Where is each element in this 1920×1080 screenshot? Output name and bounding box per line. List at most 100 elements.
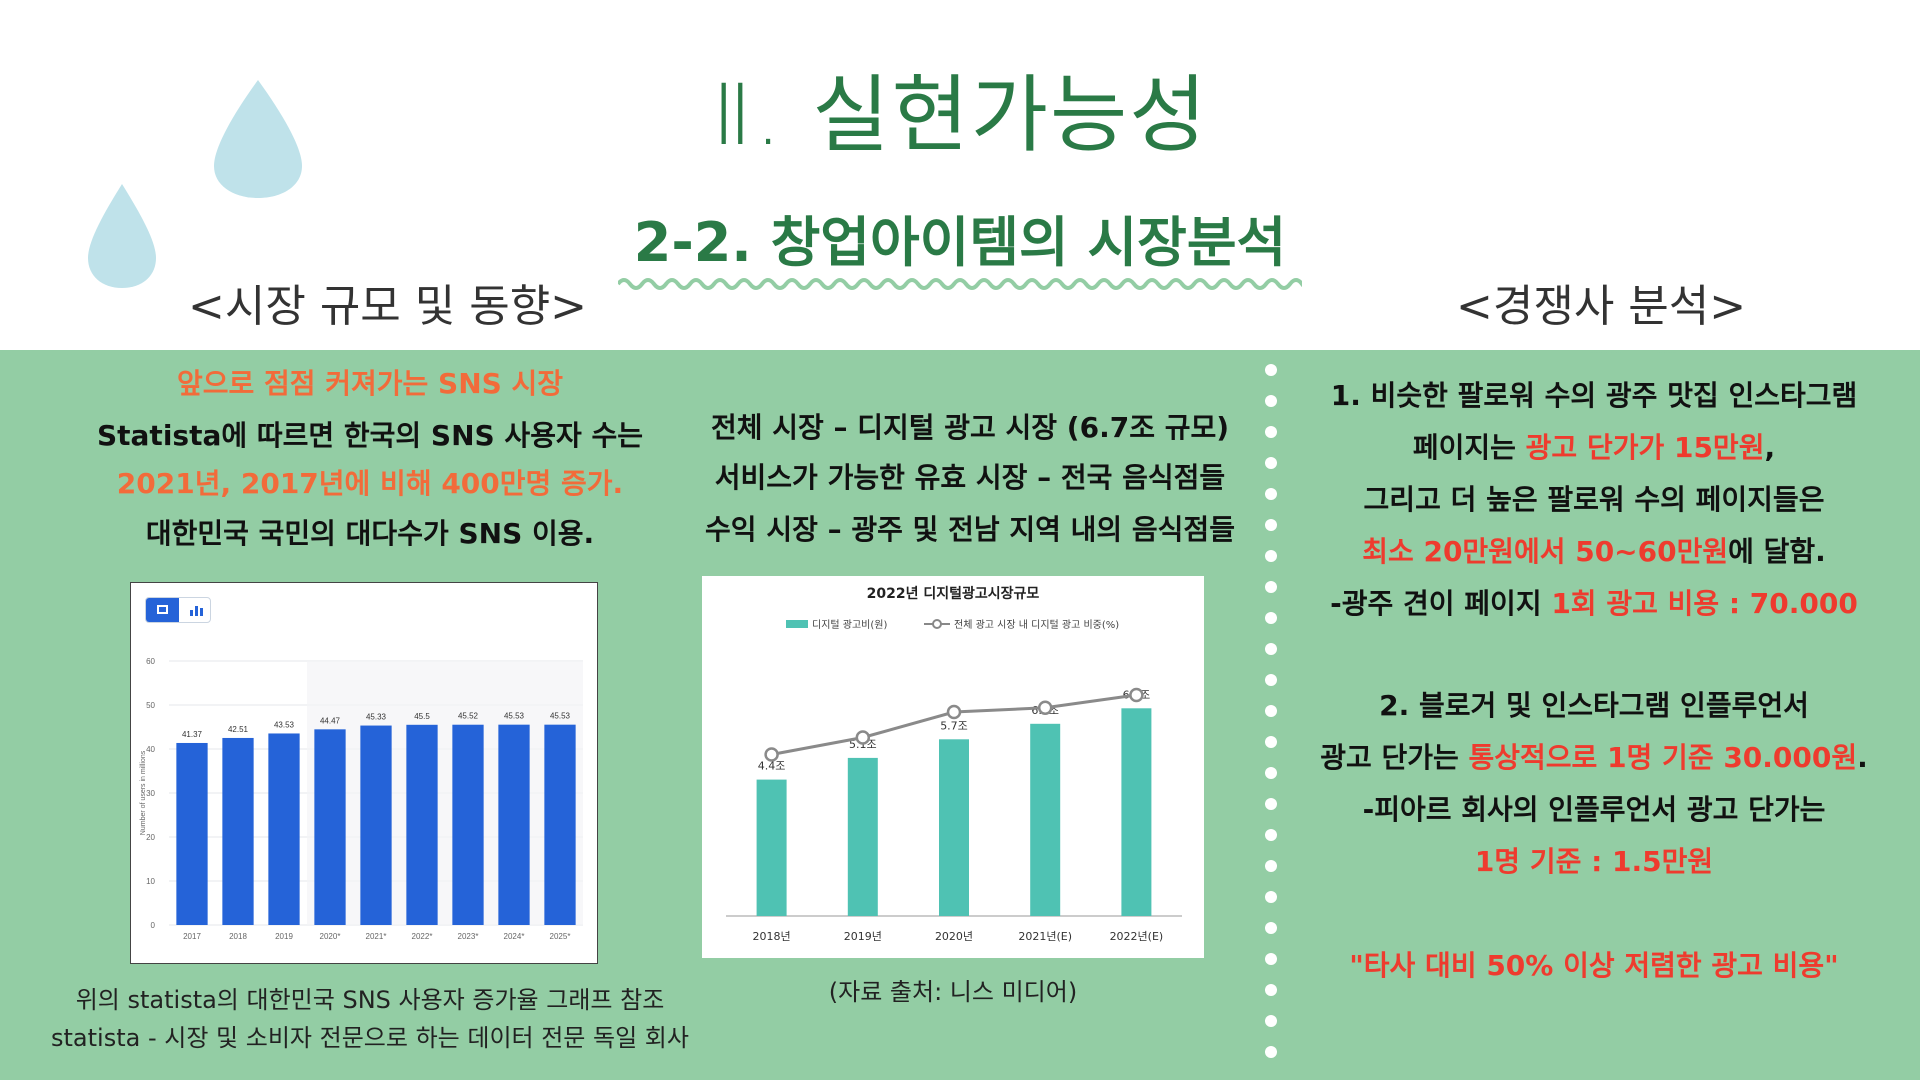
ad-price-range: 최소 20만원에서 50~60만원 bbox=[1362, 535, 1729, 568]
y-tick-label: 60 bbox=[146, 657, 155, 666]
y-tick-label: 40 bbox=[146, 745, 155, 754]
ad-spend-bar bbox=[847, 757, 878, 916]
digital-share-point bbox=[764, 747, 779, 762]
dotted-divider bbox=[1265, 364, 1277, 1058]
x-tick-label: 2024* bbox=[504, 932, 525, 941]
line-value-label: 49 bbox=[1038, 680, 1052, 693]
right-p1-line-4: 최소 20만원에서 50~60만원에 달함. bbox=[1284, 526, 1904, 578]
bar-value-label: 45.53 bbox=[550, 712, 571, 721]
squiggle-underline bbox=[618, 278, 1302, 290]
divider-dot bbox=[1265, 736, 1277, 748]
y-axis-label: Number of users in millions bbox=[140, 750, 147, 835]
page-title: Ⅱ. 실현가능성 bbox=[711, 66, 1209, 164]
sns-users-bar bbox=[314, 729, 346, 925]
digital-share-point bbox=[1129, 687, 1144, 703]
bar-chart-icon[interactable] bbox=[179, 598, 212, 622]
right-p2-line-2-a: 광고 단가는 bbox=[1320, 741, 1469, 774]
middle-source: (자료 출처: 니스 미디어) bbox=[828, 978, 1078, 1006]
y-tick-label: 30 bbox=[146, 789, 155, 798]
right-p2-line-3: -피아르 회사의 인플루언서 광고 단가는 bbox=[1362, 793, 1826, 826]
right-p1-line-2-c: , bbox=[1764, 431, 1776, 464]
left-caption-1: 위의 statista의 대한민국 SNS 사용자 증가율 그래프 참조 bbox=[75, 986, 665, 1014]
ad-spend-bar bbox=[939, 739, 969, 916]
x-tick-label: 2021* bbox=[366, 932, 387, 941]
line-value-label: 38 bbox=[765, 727, 779, 740]
sns-users-bar bbox=[406, 724, 438, 925]
divider-dot bbox=[1265, 612, 1277, 624]
middle-line-3: 수익 시장 – 광주 및 전남 지역 내의 음식점들 bbox=[705, 513, 1235, 546]
x-tick-label: 2022* bbox=[412, 932, 433, 941]
digital-share-point bbox=[1037, 700, 1053, 715]
legend-label: 디지털 광고비(원) bbox=[812, 619, 887, 631]
x-tick-label: 2022년(E) bbox=[1110, 930, 1164, 943]
table-icon[interactable] bbox=[146, 598, 179, 622]
divider-dot bbox=[1265, 1046, 1277, 1058]
x-tick-label: 2017 bbox=[183, 932, 201, 941]
right-p1-line-2: 페이지는 광고 단가가 15만원, bbox=[1284, 422, 1904, 474]
sns-users-chart: 0 10 20 30 40 50 60 Number of users in millions… bbox=[130, 582, 598, 964]
right-p1-line-5-a: -광주 견이 페이지 bbox=[1330, 587, 1552, 620]
ad-spend-bar bbox=[1030, 723, 1061, 916]
divider-dot bbox=[1265, 550, 1277, 562]
divider-dot bbox=[1265, 922, 1277, 934]
sns-users-bar bbox=[222, 737, 254, 925]
divider-dot bbox=[1265, 364, 1277, 376]
influencer-price: 통상적으로 1명 기준 30.000원 bbox=[1468, 741, 1858, 774]
page-subtitle: 2-2. 창업아이템의 시장분석 bbox=[633, 211, 1287, 274]
bar-value-label: 4.4조 bbox=[758, 760, 786, 773]
bar-value-label: 43.53 bbox=[274, 720, 295, 729]
divider-dot bbox=[1265, 674, 1277, 686]
x-tick-label: 2018 bbox=[229, 932, 247, 941]
y-tick-label: 20 bbox=[146, 833, 155, 842]
legend-label: 전체 광고 시장 내 디지털 광고 비중(%) bbox=[954, 619, 1119, 631]
y-tick-label: 10 bbox=[146, 877, 155, 886]
divider-dot bbox=[1265, 426, 1277, 438]
chart-title: 2022년 디지털광고시장규모 bbox=[867, 585, 1040, 602]
sns-users-bar bbox=[176, 742, 208, 925]
right-p1-line-2-a: 페이지는 bbox=[1412, 431, 1526, 464]
divider-dot bbox=[1265, 1015, 1277, 1027]
divider-dot bbox=[1265, 953, 1277, 965]
divider-dot bbox=[1265, 891, 1277, 903]
water-drop-icon bbox=[214, 80, 302, 198]
right-p1-line-3: 그리고 더 높은 팔로워 수의 페이지들은 bbox=[1363, 483, 1825, 516]
right-p1-line-4-b: 에 달함. bbox=[1728, 535, 1826, 568]
competitor-heading: <경쟁사 분석> bbox=[1456, 281, 1747, 332]
x-tick-label: 2025* bbox=[550, 932, 571, 941]
x-tick-label: 2019 bbox=[275, 932, 293, 941]
right-p1-line-1: 1. 비슷한 팔로워 수의 광주 맛집 인스타그램 bbox=[1330, 379, 1858, 412]
tagline: "타사 대비 50% 이상 저렴한 광고 비용" bbox=[1349, 949, 1839, 982]
divider-dot bbox=[1265, 798, 1277, 810]
divider-dot bbox=[1265, 705, 1277, 717]
x-tick-label: 2018년 bbox=[753, 930, 791, 943]
bar-value-label: 45.53 bbox=[504, 712, 525, 721]
left-line-4: 대한민국 국민의 대다수가 SNS 이용. bbox=[145, 517, 595, 550]
left-line-2: Statista에 따르면 한국의 SNS 사용자 수는 bbox=[96, 419, 643, 452]
line-value-label: 48 bbox=[947, 684, 961, 697]
chart-toolbar bbox=[145, 597, 211, 623]
bar-value-label: 42.51 bbox=[228, 725, 249, 734]
y-tick-label: 50 bbox=[146, 701, 155, 710]
ad-price-70000: 1회 광고 비용 : 70.000 bbox=[1551, 587, 1858, 620]
sns-users-chart-plot: 0 10 20 30 40 50 60 Number of users in millions… bbox=[140, 657, 583, 941]
bar-value-label: 5.7조 bbox=[940, 719, 968, 732]
right-p1-line-5: -광주 견이 페이지 1회 광고 비용 : 70.000 bbox=[1284, 578, 1904, 630]
divider-dot bbox=[1265, 829, 1277, 841]
x-tick-label: 2021년(E) bbox=[1018, 930, 1072, 943]
bar-value-label: 41.37 bbox=[182, 730, 203, 739]
divider-dot bbox=[1265, 488, 1277, 500]
water-drop-icon bbox=[88, 184, 156, 288]
sns-users-bar bbox=[360, 725, 392, 925]
bar-value-label: 45.5 bbox=[414, 712, 430, 721]
bar-value-label: 45.33 bbox=[366, 713, 387, 722]
divider-dot bbox=[1265, 581, 1277, 593]
x-tick-label: 2020년 bbox=[935, 930, 973, 943]
divider-dot bbox=[1265, 984, 1277, 996]
x-tick-label: 2020* bbox=[320, 932, 341, 941]
y-tick-label: 0 bbox=[151, 921, 156, 930]
right-p2-line-4: 1명 기준 : 1.5만원 bbox=[1474, 845, 1714, 878]
sns-users-bar bbox=[268, 733, 300, 925]
line-value-label: 42 bbox=[856, 710, 870, 723]
